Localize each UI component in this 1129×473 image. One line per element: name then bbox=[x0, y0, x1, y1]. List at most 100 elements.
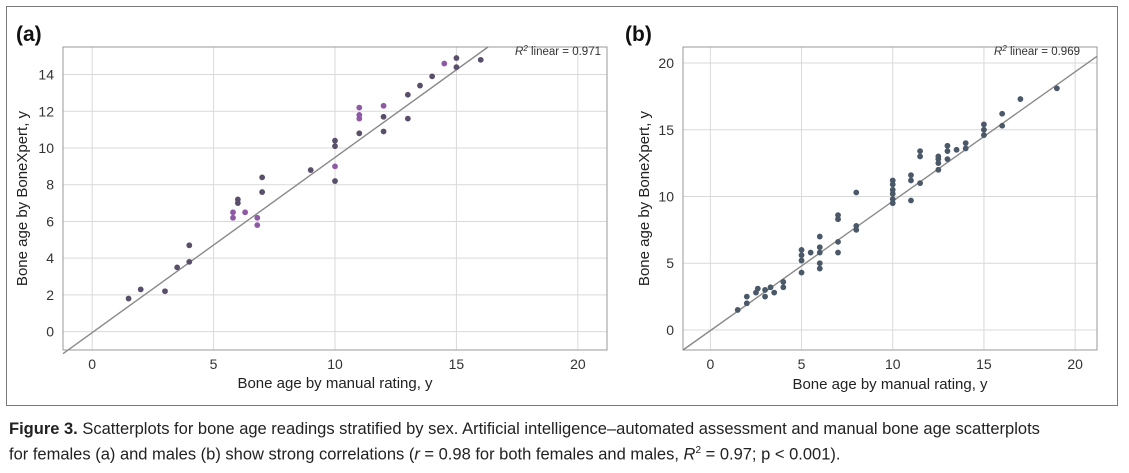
panel-b: 0 5 10 15 20 0 5 10 15 20 Bone age by manual ratin… bbox=[625, 23, 1098, 393]
data-point bbox=[380, 128, 387, 135]
panel-label: (a) bbox=[16, 23, 42, 46]
y-tick-label: 0 bbox=[46, 324, 54, 340]
data-point bbox=[453, 55, 460, 61]
data-point bbox=[807, 249, 814, 256]
data-point bbox=[125, 295, 132, 302]
data-point bbox=[944, 142, 951, 149]
data-point bbox=[889, 190, 896, 197]
data-point bbox=[999, 110, 1006, 117]
x-tick-label: 0 bbox=[88, 356, 96, 372]
x-tick-label: 15 bbox=[976, 356, 992, 372]
data-point bbox=[853, 189, 860, 196]
data-point bbox=[356, 104, 363, 111]
data-point bbox=[186, 242, 193, 249]
y-tick-label: 15 bbox=[658, 122, 674, 138]
caption-line2-pre: for females (a) and males (b) show stron… bbox=[9, 445, 415, 464]
data-point bbox=[981, 132, 987, 138]
y-tick-label: 20 bbox=[658, 55, 674, 71]
data-point bbox=[762, 287, 768, 293]
y-tick-label: 4 bbox=[46, 250, 54, 266]
data-point bbox=[230, 214, 236, 221]
data-point bbox=[935, 153, 942, 160]
y-tick-label: 2 bbox=[46, 287, 54, 303]
caption-line2-post: = 0.97; p < 0.001). bbox=[701, 445, 841, 464]
figure-caption: Figure 3. Scatterplots for bone age read… bbox=[9, 418, 1121, 466]
data-point bbox=[835, 249, 841, 256]
r-squared-annotation: R2 linear = 0.969 bbox=[994, 44, 1080, 58]
data-point bbox=[429, 73, 436, 80]
x-tick-label: 10 bbox=[885, 356, 901, 372]
y-axis-title: Bone age by BoneXpert, y bbox=[14, 110, 31, 286]
data-point bbox=[332, 143, 338, 150]
data-point bbox=[917, 153, 923, 160]
data-point bbox=[889, 196, 896, 203]
x-axis-title: Bone age by manual rating, y bbox=[237, 375, 433, 392]
data-point bbox=[853, 222, 860, 229]
data-point bbox=[1017, 96, 1024, 102]
x-axis-title: Bone age by manual rating, y bbox=[792, 376, 988, 393]
data-point bbox=[743, 300, 750, 307]
data-point bbox=[816, 244, 823, 251]
data-point bbox=[981, 126, 987, 133]
data-point bbox=[816, 260, 823, 267]
data-point bbox=[935, 160, 942, 167]
data-point bbox=[798, 246, 805, 253]
data-point bbox=[762, 293, 768, 300]
data-point bbox=[1053, 85, 1060, 92]
data-point bbox=[908, 177, 914, 184]
data-point bbox=[944, 148, 951, 155]
data-point bbox=[816, 233, 823, 240]
y-tick-label: 5 bbox=[666, 255, 674, 271]
data-point bbox=[798, 269, 805, 276]
data-point bbox=[307, 167, 314, 173]
data-point bbox=[816, 265, 823, 272]
data-point bbox=[332, 137, 338, 144]
panel-label: (b) bbox=[625, 23, 652, 46]
data-point bbox=[234, 200, 241, 206]
plot-area-frame bbox=[62, 46, 608, 351]
data-point bbox=[780, 279, 787, 285]
data-point bbox=[404, 91, 411, 98]
data-point bbox=[889, 200, 896, 207]
y-axis-title: Bone age by BoneXpert, y bbox=[636, 110, 653, 286]
data-point bbox=[754, 285, 761, 292]
x-tick-label: 5 bbox=[798, 356, 806, 372]
data-point bbox=[441, 60, 448, 67]
data-point bbox=[186, 258, 193, 265]
data-point bbox=[798, 252, 805, 259]
data-point bbox=[242, 209, 249, 216]
data-point bbox=[853, 226, 860, 233]
caption-r2-superscript: 2 bbox=[695, 445, 702, 456]
data-point bbox=[477, 56, 484, 63]
data-point bbox=[889, 186, 896, 193]
data-point bbox=[332, 178, 338, 184]
data-point bbox=[999, 122, 1006, 129]
data-point bbox=[404, 115, 411, 122]
data-point bbox=[962, 145, 969, 152]
data-point bbox=[734, 307, 741, 313]
data-point bbox=[835, 216, 841, 223]
panel-a: 0 5 10 15 20 0 2 4 6 8 10 12 14 Bone age by manual ra… bbox=[14, 23, 608, 392]
data-point bbox=[835, 238, 841, 245]
data-point bbox=[453, 64, 460, 71]
data-point bbox=[380, 102, 387, 109]
x-tick-label: 20 bbox=[1067, 356, 1083, 372]
caption-line1: Scatterplots for bone age readings strat… bbox=[77, 420, 1040, 438]
data-point bbox=[767, 284, 774, 291]
data-point bbox=[356, 115, 363, 122]
data-point bbox=[981, 121, 987, 128]
x-tick-label: 5 bbox=[210, 356, 218, 372]
data-point bbox=[962, 140, 969, 147]
r-squared-annotation: R2 linear = 0.971 bbox=[515, 44, 601, 58]
data-point bbox=[254, 222, 261, 229]
y-tick-label: 10 bbox=[38, 140, 54, 156]
data-point bbox=[908, 197, 914, 204]
y-tick-label: 12 bbox=[38, 103, 54, 119]
figure-svg: 0 5 10 15 20 0 2 4 6 8 10 12 14 Bone age by manual ra… bbox=[14, 23, 1098, 393]
caption-r2-symbol: R bbox=[683, 445, 696, 464]
data-point bbox=[254, 214, 261, 221]
data-point bbox=[356, 130, 363, 137]
data-point bbox=[944, 156, 951, 163]
data-point bbox=[889, 177, 896, 184]
data-point bbox=[137, 286, 144, 293]
